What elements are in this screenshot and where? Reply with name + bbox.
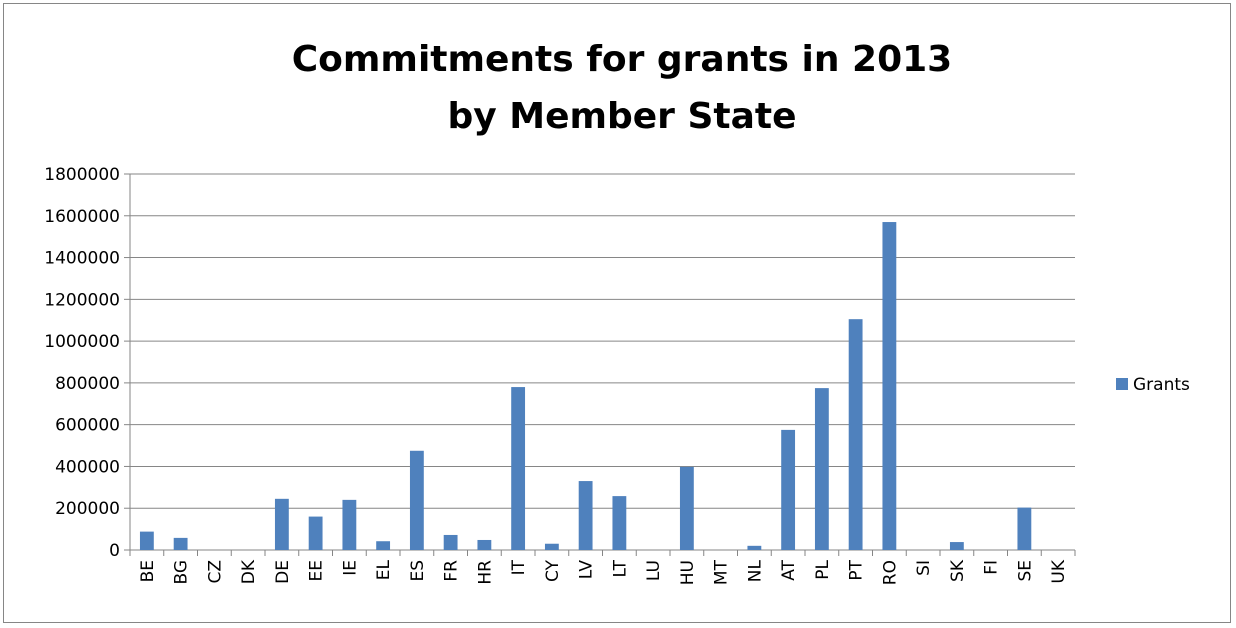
bar-se: [1017, 507, 1032, 550]
y-tick-label: 1200000: [44, 290, 120, 310]
bar-hu: [679, 466, 694, 550]
bar-fr: [443, 534, 458, 550]
x-tick-label: SI: [914, 560, 934, 576]
y-tick-label: 600000: [55, 416, 120, 436]
bar-de: [274, 498, 289, 550]
x-tick-label: AT: [779, 559, 799, 580]
x-tick-label: LU: [644, 560, 664, 581]
bar-at: [781, 429, 796, 550]
x-tick-label: IE: [340, 560, 360, 576]
x-tick-label: CZ: [205, 560, 225, 584]
bar-pl: [814, 388, 829, 550]
y-tick-label: 200000: [55, 499, 120, 519]
x-tick-label: EL: [374, 559, 394, 580]
bar-lv: [578, 481, 593, 550]
x-tick-label: BG: [172, 560, 192, 585]
bar-pt: [848, 319, 863, 550]
chart-title-line-2: by Member State: [447, 96, 796, 137]
chart-canvas: Commitments for grants in 2013 by Member…: [44, 39, 1190, 585]
x-tick-labels: BE BG CZ DK DE EE IE EL ES FR HR IT CY LV LT LU HU MT NL AT…: [138, 559, 1069, 585]
x-tick-label: UK: [1049, 559, 1069, 583]
bar-cy: [544, 543, 559, 550]
bar-ee: [308, 516, 323, 550]
bar-es: [409, 450, 424, 550]
bar-hr: [477, 539, 492, 550]
bars: [139, 222, 1032, 551]
x-tick-label: EE: [307, 560, 327, 581]
y-tick-label: 800000: [55, 374, 120, 394]
bar-sk: [949, 542, 964, 550]
bar-ro: [882, 222, 897, 551]
x-tick-label: NL: [745, 559, 765, 582]
x-tick-label: LT: [610, 559, 630, 577]
y-tick-label: 1600000: [44, 207, 120, 227]
x-tick-label: DE: [273, 560, 293, 584]
x-tick-label: IT: [509, 559, 529, 575]
legend-swatch: [1116, 378, 1128, 390]
x-tick-label: LV: [577, 560, 597, 580]
bar-ie: [342, 499, 357, 550]
legend: Grants: [1116, 375, 1190, 395]
y-tick-labels: 0 200000 400000 600000 800000 1000000 1200000 1…: [44, 165, 120, 561]
x-tick-label: HR: [475, 560, 495, 585]
x-tick-label: PT: [847, 559, 867, 580]
x-tick-label: FI: [982, 560, 1002, 575]
x-tick-label: DK: [239, 559, 259, 584]
bar-nl: [747, 545, 762, 550]
x-tick-label: SE: [1015, 560, 1035, 582]
x-tick-label: SK: [948, 559, 968, 582]
x-tick-label: PL: [813, 559, 833, 579]
bar-lt: [612, 496, 627, 550]
x-tick-label: FR: [442, 560, 462, 582]
bar-bg: [173, 537, 188, 550]
x-tick-label: RO: [880, 560, 900, 585]
x-tick-label: CY: [543, 559, 563, 582]
x-tick-label: BE: [138, 560, 158, 582]
x-tick-label: HU: [678, 560, 698, 585]
y-tick-label: 400000: [55, 457, 120, 477]
y-tick-label: 1800000: [44, 165, 120, 185]
y-tick-label: 1400000: [44, 249, 120, 269]
chart-frame: Commitments for grants in 2013 by Member…: [3, 3, 1231, 623]
legend-label: Grants: [1133, 375, 1190, 395]
gridlines: [130, 173, 1075, 509]
y-tick-label: 0: [109, 541, 120, 561]
axes: [124, 173, 1076, 556]
bar-el: [376, 541, 391, 550]
bar-it: [511, 387, 526, 550]
x-tick-label: MT: [712, 559, 732, 585]
y-tick-label: 1000000: [44, 332, 120, 352]
bar-be: [139, 531, 154, 550]
chart-title-line-1: Commitments for grants in 2013: [292, 39, 952, 80]
x-tick-label: ES: [408, 560, 428, 582]
